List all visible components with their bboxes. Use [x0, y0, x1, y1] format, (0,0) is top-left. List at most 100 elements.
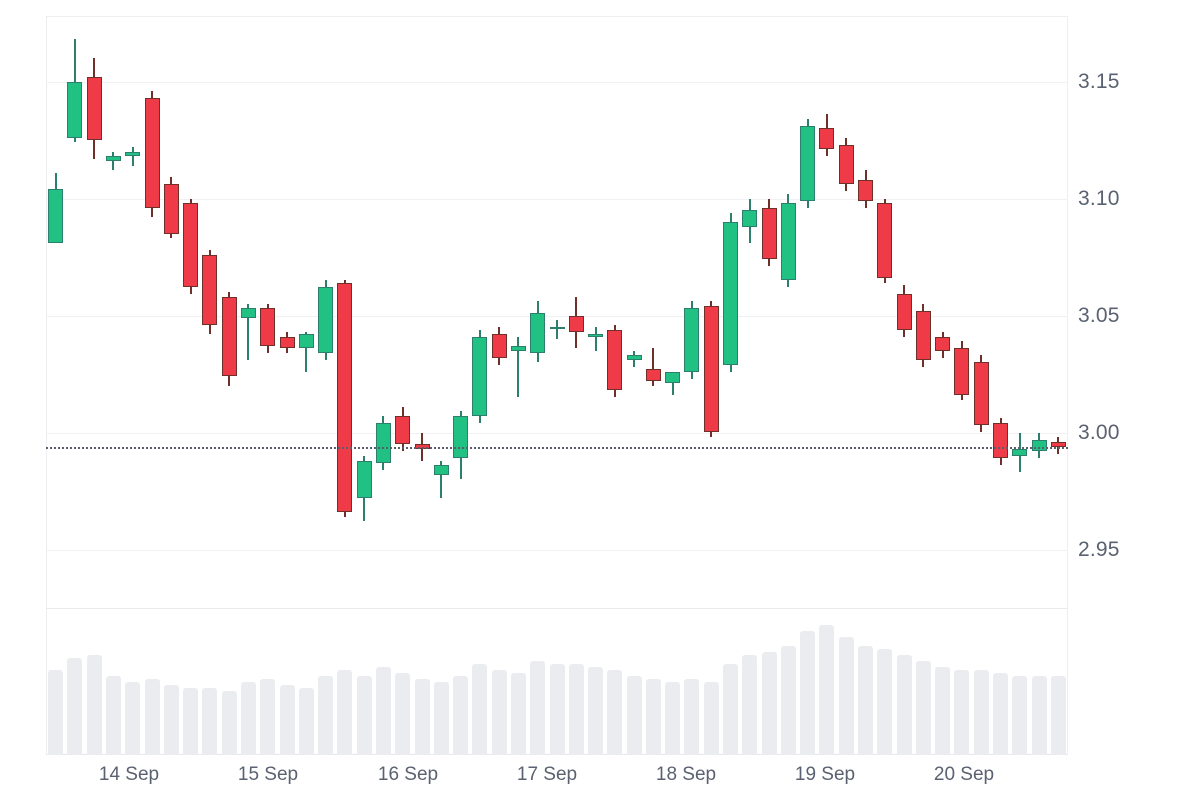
volume-bar: [318, 676, 333, 755]
candle-body: [1051, 441, 1066, 447]
volume-bar: [492, 670, 507, 755]
volume-bar: [260, 679, 275, 755]
y-axis-tick-label: 3.10: [1078, 187, 1120, 210]
candle-body: [318, 287, 333, 353]
candle-body: [145, 97, 160, 208]
candle-body: [337, 282, 352, 513]
x-axis-tick-label: 20 Sep: [933, 764, 995, 785]
plot-frame: [46, 16, 1068, 755]
candle-wick: [440, 460, 442, 499]
candle-body: [916, 310, 931, 360]
volume-bar: [453, 676, 468, 755]
volume-bar: [704, 682, 719, 755]
volume-bar: [67, 658, 82, 755]
candle-body: [839, 144, 854, 185]
volume-bar: [762, 652, 777, 755]
candle-body: [742, 210, 757, 227]
candle-body: [453, 416, 468, 459]
gridline: [46, 82, 1068, 83]
candle-body: [183, 203, 198, 288]
candle-body: [357, 460, 372, 499]
x-axis-tick-label: 19 Sep: [794, 764, 856, 785]
y-axis-tick-label: 3.15: [1078, 70, 1120, 93]
candle-body: [588, 334, 603, 337]
x-axis-tick-label: 15 Sep: [237, 764, 299, 785]
candle-body: [665, 371, 680, 384]
candle-body: [877, 203, 892, 279]
volume-bar: [125, 682, 140, 755]
candle-body: [472, 336, 487, 417]
candle-body: [607, 329, 622, 391]
candle-body: [241, 308, 256, 318]
candle-body: [993, 423, 1008, 459]
candle-body: [627, 355, 642, 360]
volume-bar: [665, 682, 680, 755]
candle-body: [164, 184, 179, 234]
volume-bar: [241, 682, 256, 755]
candle-body: [550, 327, 565, 330]
candle-body: [511, 345, 526, 351]
volume-bar: [415, 679, 430, 755]
candle-body: [67, 81, 82, 138]
volume-bar: [357, 676, 372, 755]
volume-bar: [145, 679, 160, 755]
volume-pane[interactable]: [46, 609, 1068, 755]
candle-wick: [595, 327, 597, 351]
candle-body: [530, 313, 545, 353]
volume-bar: [916, 661, 931, 755]
candle-body: [974, 362, 989, 426]
volume-bar: [395, 673, 410, 755]
x-axis-tick-label: 16 Sep: [377, 764, 439, 785]
candle-wick: [247, 303, 249, 360]
volume-bar: [280, 685, 295, 755]
current-price-line: [46, 447, 1068, 449]
candle-body: [723, 221, 738, 365]
gridline: [46, 550, 1068, 551]
volume-bar: [742, 655, 757, 755]
gridline: [46, 199, 1068, 200]
x-axis-tick-label: 14 Sep: [98, 764, 160, 785]
volume-bar: [376, 667, 391, 755]
volume-bar: [222, 691, 237, 755]
candle-body: [569, 315, 584, 332]
candle-body: [935, 336, 950, 351]
volume-bar: [877, 649, 892, 755]
candle-body: [299, 334, 314, 349]
volume-bar: [550, 664, 565, 755]
candle-body: [87, 76, 102, 140]
candle-body: [106, 156, 121, 162]
price-pane[interactable]: [46, 16, 1068, 608]
candle-body: [704, 306, 719, 433]
candle-body: [762, 207, 777, 260]
candle-body: [1012, 448, 1027, 456]
volume-bar: [800, 631, 815, 755]
volume-bar: [588, 667, 603, 755]
volume-bar: [627, 676, 642, 755]
volume-bar: [858, 646, 873, 755]
volume-bar: [1032, 676, 1047, 755]
volume-bar: [434, 682, 449, 755]
candle-body: [781, 203, 796, 281]
candle-body: [954, 348, 969, 396]
volume-bar: [106, 676, 121, 755]
candle-body: [897, 294, 912, 330]
candle-body: [1032, 439, 1047, 452]
volume-bar: [472, 664, 487, 755]
volume-bar: [511, 673, 526, 755]
candle-body: [395, 416, 410, 445]
candle-body: [222, 296, 237, 377]
candle-body: [280, 336, 295, 349]
candle-body: [684, 308, 699, 372]
candle-body: [434, 465, 449, 475]
volume-bar: [974, 670, 989, 755]
gridline: [46, 316, 1068, 317]
volume-bar: [183, 688, 198, 755]
candle-wick: [556, 320, 558, 339]
candle-body: [125, 151, 140, 157]
candle-body: [800, 125, 815, 201]
candle-wick: [112, 151, 114, 171]
volume-bar: [781, 646, 796, 755]
candle-body: [260, 308, 275, 346]
volume-bar: [897, 655, 912, 755]
